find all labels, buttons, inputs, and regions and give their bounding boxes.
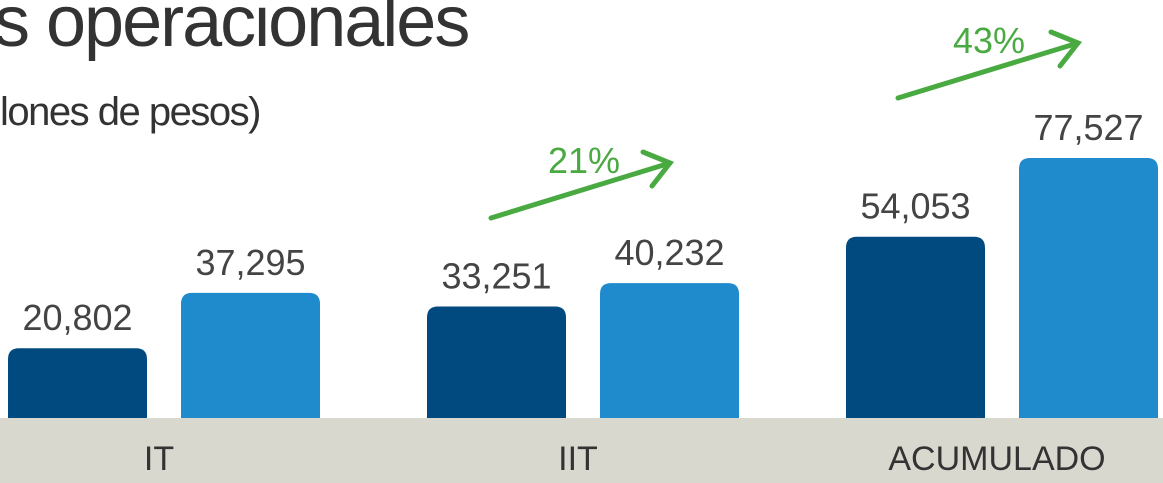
bar: [600, 283, 739, 418]
bar: [181, 292, 320, 418]
annotation: 21%: [548, 140, 620, 181]
x-tick-label: IIT: [558, 440, 598, 478]
category-band: [0, 418, 1163, 483]
x-tick-label: IT: [144, 440, 174, 478]
x-tick-label: ACUMULADO: [888, 440, 1105, 478]
bar: [846, 236, 985, 418]
arrow: [895, 29, 1083, 101]
value-label: 37,295: [195, 242, 305, 283]
value-label: 33,251: [441, 255, 551, 296]
value-label: 20,802: [22, 297, 132, 338]
value-label: 77,527: [1033, 107, 1143, 148]
bar: [1019, 158, 1158, 418]
bar: [427, 306, 566, 418]
arrow: [488, 149, 675, 221]
chart-title: s operacionales: [0, 0, 468, 62]
bar: [8, 348, 147, 418]
value-label: 40,232: [614, 232, 724, 273]
chart-subtitle: lones de pesos): [0, 90, 260, 134]
annotation: 43%: [953, 20, 1025, 61]
value-label: 54,053: [860, 186, 970, 227]
